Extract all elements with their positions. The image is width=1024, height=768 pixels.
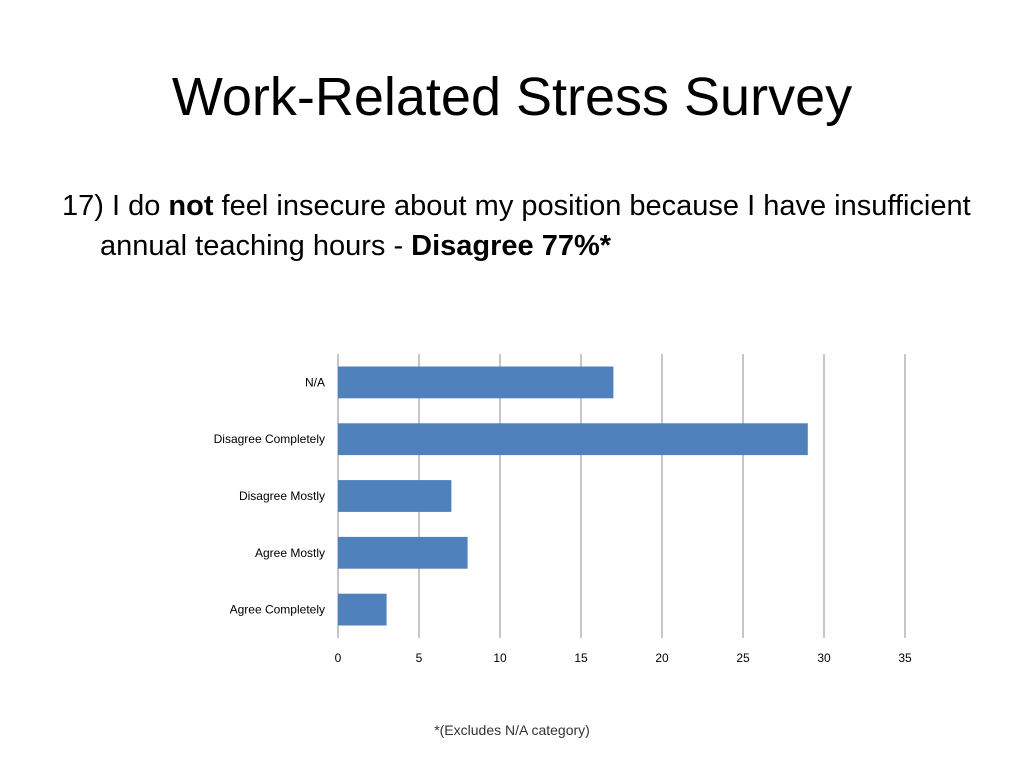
category-labels: N/A Disagree Completely Disagree Mostly Agr… (214, 375, 325, 616)
bar-disagree-mostly (338, 480, 452, 512)
x-tick-labels: 0 5 10 15 20 25 30 35 (335, 651, 912, 665)
category-label: Disagree Mostly (239, 489, 325, 503)
bar-disagree-completely (338, 423, 808, 456)
bar-agree-completely (338, 593, 387, 626)
category-label: Agree Completely (230, 603, 325, 617)
question-middle: feel insecure about my position because … (100, 190, 971, 262)
question-text: 17) I do not feel insecure about my posi… (62, 186, 1000, 266)
gridlines (337, 354, 906, 638)
x-tick-label: 15 (574, 651, 588, 665)
bar-chart: N/A Disagree Completely Disagree Mostly Agr… (214, 354, 912, 665)
bar-agree-mostly (338, 536, 468, 569)
x-tick-label: 30 (817, 651, 831, 665)
question-result: Disagree 77%* (411, 230, 612, 262)
category-label: Agree Mostly (255, 546, 325, 560)
bar-n-a (338, 366, 614, 399)
x-tick-label: 0 (335, 651, 342, 665)
question-emphasis: not (168, 190, 214, 222)
category-label: N/A (305, 375, 325, 389)
question-prefix: 17) I do (62, 190, 169, 222)
slide-title: Work-Related Stress Survey (171, 67, 853, 127)
x-tick-label: 25 (736, 651, 750, 665)
category-label: Disagree Completely (214, 432, 325, 446)
x-tick-label: 5 (416, 651, 423, 665)
x-tick-label: 10 (493, 651, 507, 665)
bars (338, 366, 808, 626)
footnote: *(Excludes N/A category) (434, 722, 590, 738)
x-tick-label: 35 (898, 651, 912, 665)
x-tick-label: 20 (655, 651, 669, 665)
